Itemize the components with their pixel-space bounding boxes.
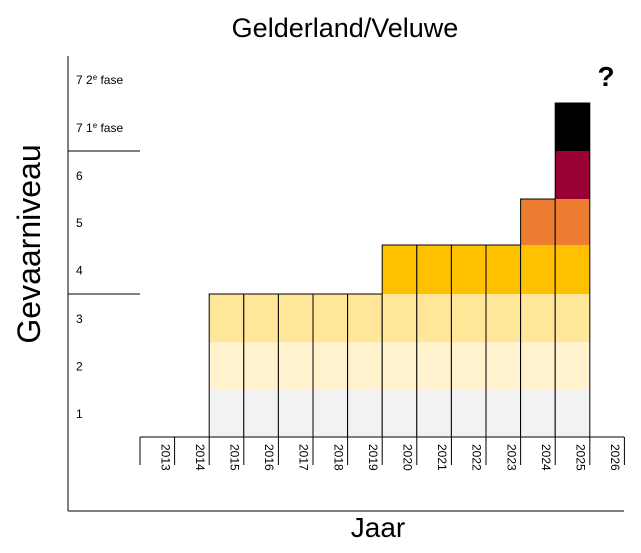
bar-segment-2025-level-2 bbox=[555, 342, 590, 389]
bar-segment-2018-level-1 bbox=[313, 389, 348, 437]
bar-segment-2021-level-1 bbox=[416, 389, 452, 437]
year-label-2021: 2021 bbox=[435, 444, 449, 471]
chart-title: Gelderland/Veluwe bbox=[232, 13, 459, 43]
bar-segment-2022-level-4 bbox=[451, 245, 486, 294]
year-label-2025: 2025 bbox=[574, 444, 588, 471]
bar-segment-2025-level-3 bbox=[555, 294, 590, 342]
bar-segment-2023-level-2 bbox=[486, 342, 521, 389]
year-tick-labels: 2013 2014 2015 2016 2017 2018 2019 2020 2021 2022… bbox=[139, 437, 625, 471]
bar-segment-2016-level-1 bbox=[243, 389, 279, 437]
x-axis-label: Jaar bbox=[351, 512, 405, 543]
bar-segment-2021-level-2 bbox=[416, 342, 452, 389]
bar-segment-2019-level-1 bbox=[347, 389, 383, 437]
bar-segment-2020-level-2 bbox=[382, 342, 417, 389]
year-label-2020: 2020 bbox=[401, 444, 415, 471]
unknown-marker: ? bbox=[597, 61, 614, 92]
bar-segment-2025-level-1 bbox=[555, 389, 590, 437]
bar-segment-2022-level-1 bbox=[451, 389, 486, 437]
bar-segment-2019-level-2 bbox=[347, 342, 383, 389]
year-label-2026: 2026 bbox=[608, 444, 622, 471]
bar-segment-2025-level-6 bbox=[555, 151, 590, 199]
bar-segment-2016-level-3 bbox=[243, 294, 279, 342]
bar-segment-2025-level-5 bbox=[555, 199, 590, 245]
year-label-2023: 2023 bbox=[504, 444, 518, 471]
bar-segment-2024-level-1 bbox=[520, 389, 556, 437]
year-label-2017: 2017 bbox=[297, 444, 311, 471]
bar-segment-2015-level-2 bbox=[209, 342, 244, 389]
level-label-7: 7 1e fase bbox=[76, 121, 123, 136]
bar-segment-2024-level-2 bbox=[520, 342, 556, 389]
bar-segment-2020-level-4 bbox=[382, 245, 417, 294]
year-label-2019: 2019 bbox=[366, 444, 380, 471]
level-labels: 1 2 3 4 5 6 7 1e fase 7 2e fase bbox=[76, 73, 123, 422]
year-label-2022: 2022 bbox=[470, 444, 484, 471]
bar-segment-2024-level-4 bbox=[520, 245, 556, 294]
bar-segment-2020-level-3 bbox=[382, 294, 417, 342]
level-label-5: 5 bbox=[76, 216, 83, 230]
bar-outline-2025 bbox=[554, 102, 591, 438]
bar-segment-2017-level-2 bbox=[278, 342, 313, 389]
bar-segment-2022-level-3 bbox=[451, 294, 486, 342]
year-label-2013: 2013 bbox=[158, 444, 172, 471]
bar-segment-2021-level-4 bbox=[416, 245, 452, 294]
bar-segment-2018-level-2 bbox=[313, 342, 348, 389]
bar-segment-2025-level-4 bbox=[555, 245, 590, 294]
year-label-2024: 2024 bbox=[539, 444, 553, 471]
bar-segment-2024-level-5 bbox=[520, 199, 556, 245]
level-label-4: 4 bbox=[76, 264, 83, 278]
bar-segment-2019-level-3 bbox=[347, 294, 383, 342]
level-label-2: 2 bbox=[76, 360, 83, 374]
level-label-6: 6 bbox=[76, 169, 83, 183]
bar-segment-2017-level-1 bbox=[278, 389, 313, 437]
year-label-2018: 2018 bbox=[331, 444, 345, 471]
level-label-1: 1 bbox=[76, 407, 83, 421]
bar-segment-2023-level-4 bbox=[486, 245, 521, 294]
bar-segment-2025-level-7 bbox=[555, 103, 590, 151]
year-label-2014: 2014 bbox=[193, 444, 207, 471]
bar-segment-2024-level-3 bbox=[520, 294, 556, 342]
bar-segment-2022-level-2 bbox=[451, 342, 486, 389]
bar-segment-2018-level-3 bbox=[313, 294, 348, 342]
bar-segment-2015-level-3 bbox=[209, 294, 244, 342]
bars bbox=[208, 102, 591, 438]
bar-segment-2023-level-1 bbox=[486, 389, 521, 437]
year-label-2016: 2016 bbox=[262, 444, 276, 471]
bar-segment-2015-level-1 bbox=[209, 389, 244, 437]
bar-segment-2023-level-3 bbox=[486, 294, 521, 342]
year-label-2015: 2015 bbox=[228, 444, 242, 471]
bar-segment-2021-level-3 bbox=[416, 294, 452, 342]
y-axis-label: Gevaarniveau bbox=[11, 144, 47, 343]
bar-segment-2020-level-1 bbox=[382, 389, 417, 437]
bar-segment-2017-level-3 bbox=[278, 294, 313, 342]
bar-segment-2016-level-2 bbox=[243, 342, 279, 389]
level-label-8: 7 2e fase bbox=[76, 73, 123, 88]
level-label-3: 3 bbox=[76, 312, 83, 326]
